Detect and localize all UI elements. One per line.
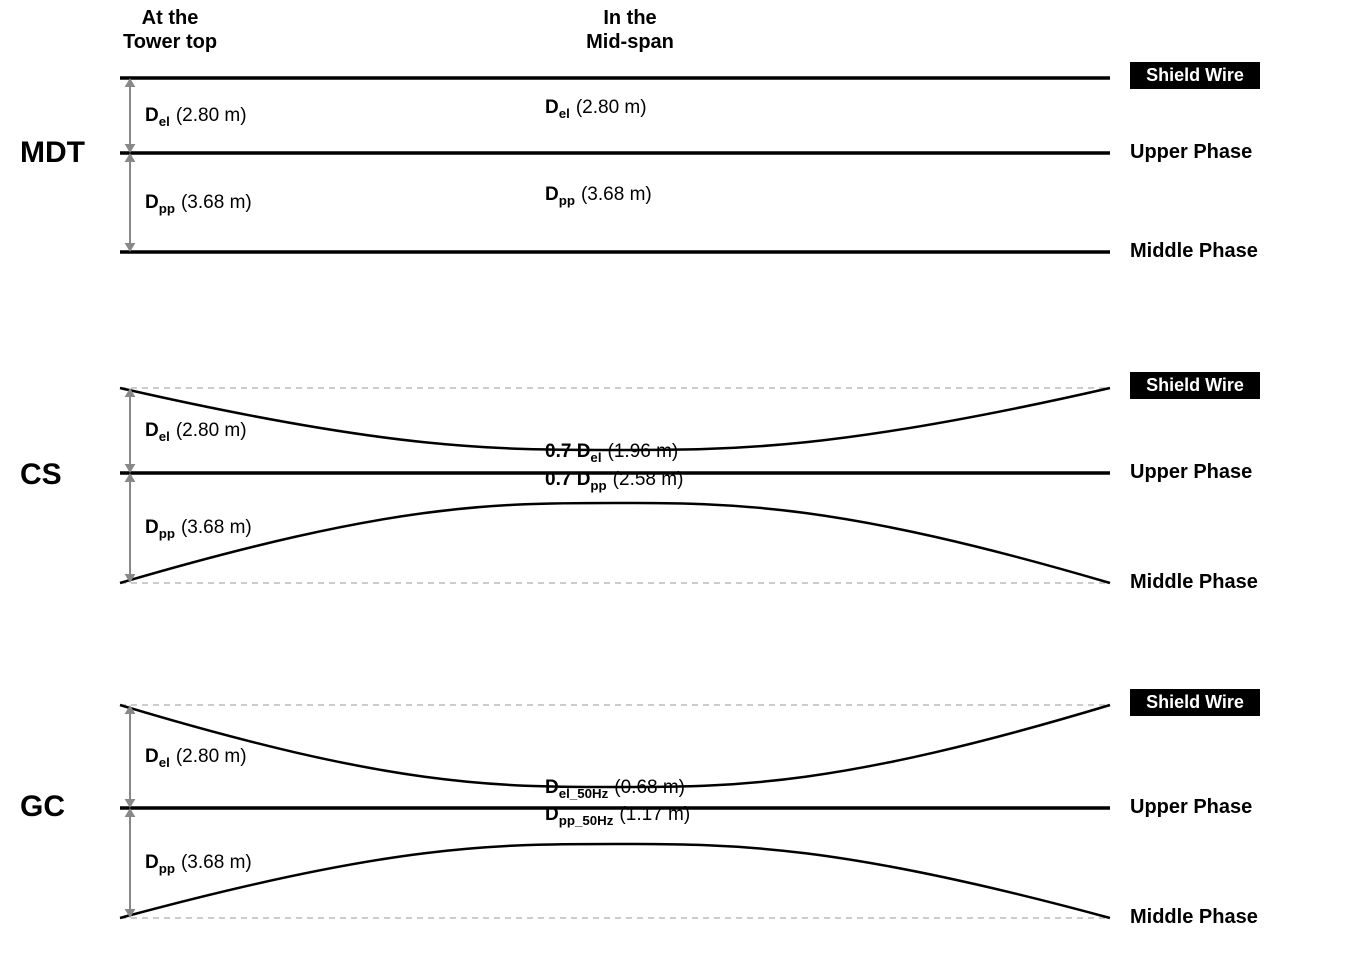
- header-midspan-line1: In the: [603, 7, 656, 29]
- mdt-upper-label: Upper Phase: [1130, 141, 1252, 164]
- gc-shield-wire: [120, 705, 1110, 787]
- gc-midspan-dim-1: Dpp_50Hz(1.17 m): [545, 804, 690, 828]
- section-label-cs: CS: [20, 458, 62, 492]
- mdt-tower-dim-1: Dpp(3.68 m): [145, 192, 252, 216]
- mdt-midspan-dim-1: Dpp(3.68 m): [545, 184, 652, 208]
- header-midspan: In theMid-span: [560, 6, 700, 54]
- cs-midspan-dim-0: 0.7 Del(1.96 m): [545, 441, 678, 465]
- mdt-middle-label: Middle Phase: [1130, 240, 1258, 263]
- gc-middle-label: Middle Phase: [1130, 906, 1258, 929]
- mdt-shield-label: Shield Wire: [1130, 62, 1260, 89]
- cs-tower-dim-0: Del(2.80 m): [145, 420, 247, 444]
- cs-tower-dim-1: Dpp(3.68 m): [145, 517, 252, 541]
- header-tower-line1: At the: [142, 7, 199, 29]
- cs-middle-wire: [120, 503, 1110, 583]
- section-label-mdt: MDT: [20, 136, 85, 170]
- header-tower: At theTower top: [100, 6, 240, 54]
- gc-midspan-dim-0: Del_50Hz(0.68 m): [545, 777, 685, 801]
- gc-upper-label: Upper Phase: [1130, 796, 1252, 819]
- section-label-gc: GC: [20, 790, 65, 824]
- cs-middle-label: Middle Phase: [1130, 571, 1258, 594]
- mdt-tower-dim-0: Del(2.80 m): [145, 105, 247, 129]
- gc-tower-dim-0: Del(2.80 m): [145, 746, 247, 770]
- header-tower-line2: Tower top: [123, 31, 217, 53]
- mdt-midspan-dim-0: Del(2.80 m): [545, 97, 647, 121]
- gc-middle-wire: [120, 844, 1110, 918]
- header-midspan-line2: Mid-span: [586, 31, 674, 53]
- cs-shield-label: Shield Wire: [1130, 372, 1260, 399]
- cs-midspan-dim-1: 0.7 Dpp(2.58 m): [545, 469, 683, 493]
- gc-tower-dim-1: Dpp(3.68 m): [145, 852, 252, 876]
- gc-shield-label: Shield Wire: [1130, 689, 1260, 716]
- cs-upper-label: Upper Phase: [1130, 461, 1252, 484]
